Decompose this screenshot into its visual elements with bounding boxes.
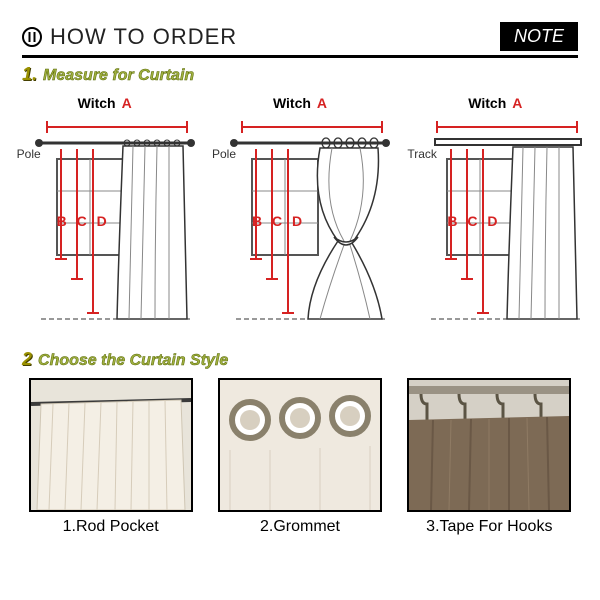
thumb-1-caption: 1.Rod Pocket (63, 518, 159, 536)
diagram-1-width-label: WitchA (78, 95, 132, 111)
step-2: 2 Choose the Curtain Style (22, 349, 600, 370)
thumb-2-caption: 2.Grommet (260, 518, 340, 536)
thumb-3-caption: 3.Tape For Hooks (426, 518, 552, 536)
thumb-2-image (218, 378, 382, 512)
header-title: HOW TO ORDER (50, 24, 237, 50)
header-bar: HOW TO ORDER NOTE (22, 22, 578, 58)
step-1-num: 1. (22, 64, 37, 85)
mount-label-3: Track (407, 147, 437, 161)
thumb-3-image (407, 378, 571, 512)
thumb-tape-hooks: 3.Tape For Hooks (405, 378, 574, 536)
diagram-row: WitchA Pole B C D (10, 95, 590, 333)
pause-icon (22, 27, 42, 47)
bcd-label-1: B C D (57, 213, 110, 229)
header-left: HOW TO ORDER (22, 24, 237, 50)
diagram-3: WitchA Track B C D (401, 95, 590, 333)
thumbnail-row: 1.Rod Pocket 2.Grommet (26, 378, 574, 536)
step-2-text: Choose the Curtain Style (38, 352, 228, 370)
diagram-3-width-label: WitchA (468, 95, 522, 111)
diagram-2-width-label: WitchA (273, 95, 327, 111)
header-note: NOTE (500, 22, 578, 51)
bcd-label-3: B C D (447, 213, 500, 229)
mount-label-2: Pole (212, 147, 236, 161)
step-2-num: 2 (22, 349, 32, 370)
diagram-1: WitchA Pole B C D (10, 95, 199, 333)
mount-label-1: Pole (17, 147, 41, 161)
step-1-text: Measure for Curtain (43, 67, 194, 85)
bcd-label-2: B C D (252, 213, 305, 229)
step-1: 1. Measure for Curtain (22, 64, 600, 85)
thumb-rod-pocket: 1.Rod Pocket (26, 378, 195, 536)
thumb-grommet: 2.Grommet (215, 378, 384, 536)
diagram-2: WitchA Pole B C D (205, 95, 394, 333)
thumb-1-image (29, 378, 193, 512)
